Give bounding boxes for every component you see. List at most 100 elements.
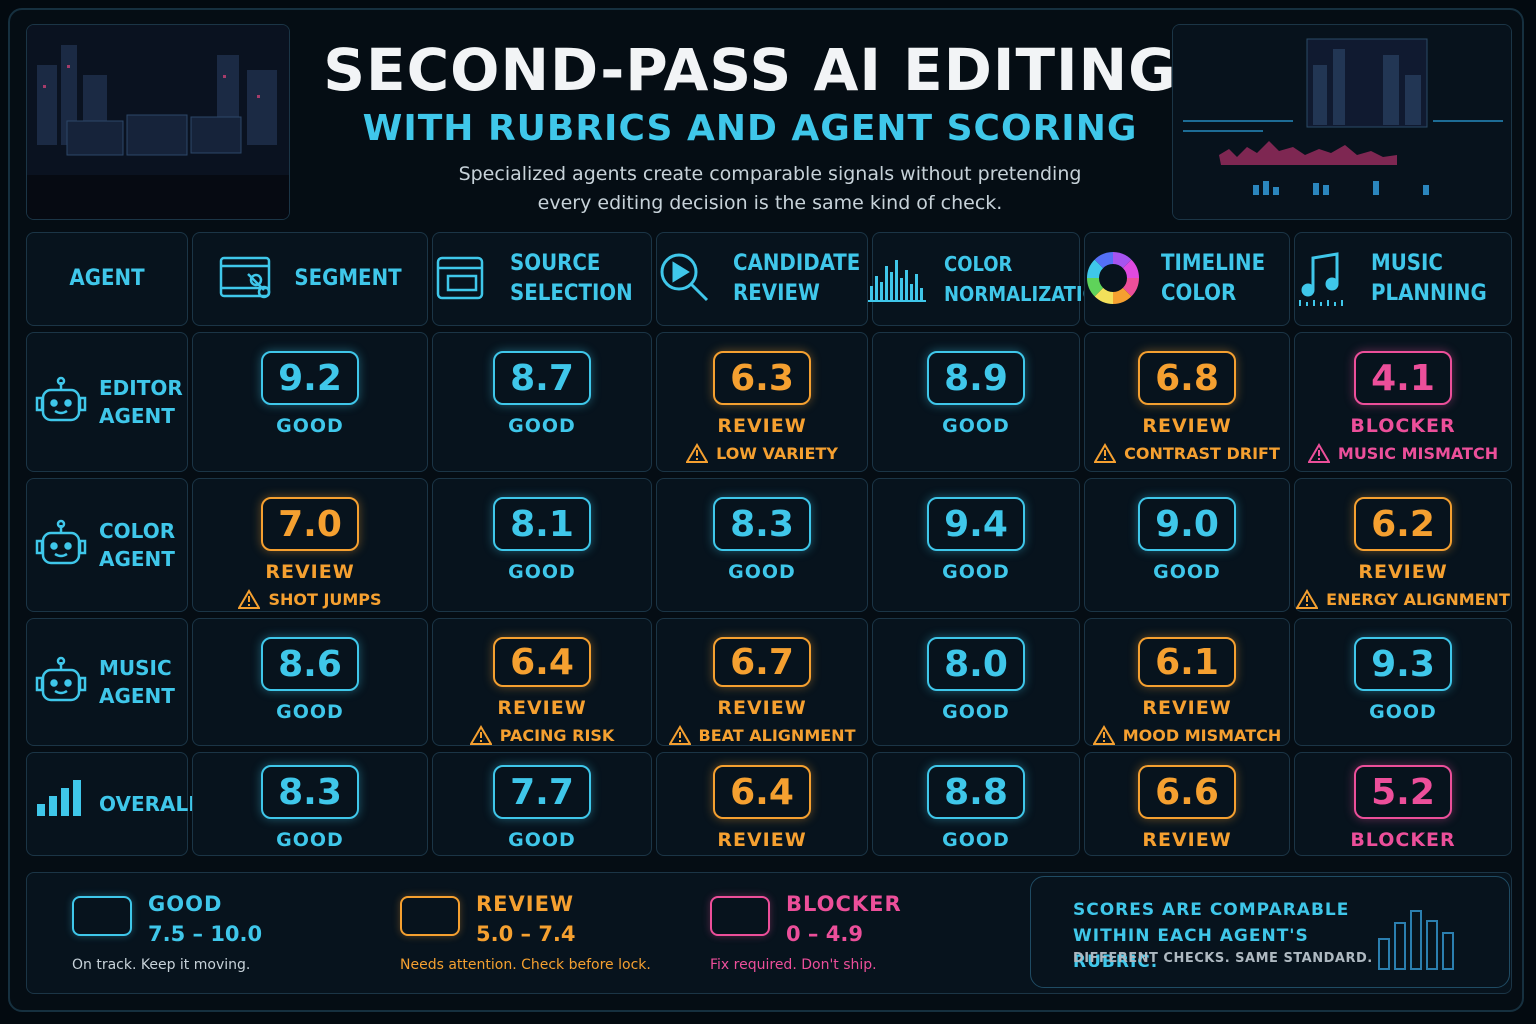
warning-icon bbox=[686, 443, 709, 463]
warning-text: BEAT ALIGNMENT bbox=[698, 725, 856, 745]
score-cell: 6.4 REVIEW bbox=[656, 752, 868, 856]
footer-note-line2: DIFFERENT CHECKS. SAME STANDARD. bbox=[1073, 951, 1373, 966]
status-label: REVIEW bbox=[717, 829, 807, 851]
warning-icon bbox=[238, 589, 261, 609]
column-header: CANDIDATE REVIEW bbox=[656, 232, 868, 326]
agent-icon-svg bbox=[35, 656, 87, 702]
legend-description: Needs attention. Check before lock. bbox=[400, 957, 651, 973]
score-cell: 4.1 BLOCKER MUSIC MISMATCH bbox=[1294, 332, 1512, 472]
score-cell: 6.4 REVIEW PACING RISK bbox=[432, 618, 652, 746]
column-icon-svg bbox=[436, 256, 484, 300]
status-label: REVIEW bbox=[1142, 697, 1232, 719]
warning-text: LOW VARIETY bbox=[716, 443, 838, 463]
column-icon-svg bbox=[1299, 252, 1343, 306]
legend-swatch bbox=[72, 896, 132, 936]
agent-icon-svg bbox=[37, 780, 81, 816]
row-label: COLOR AGENT bbox=[99, 519, 176, 571]
column-icon bbox=[868, 250, 926, 308]
row-label: MUSIC AGENT bbox=[99, 656, 175, 708]
column-label: MUSIC PLANNING bbox=[1371, 251, 1487, 306]
status-label: REVIEW bbox=[265, 561, 355, 583]
score-badge: 4.1 bbox=[1354, 351, 1452, 405]
studio-image bbox=[26, 24, 290, 220]
footer-note-line1: SCORES ARE COMPARABLE WITHIN EACH AGENT'… bbox=[1073, 900, 1350, 972]
score-badge: 8.6 bbox=[261, 637, 359, 691]
status-label: GOOD bbox=[1369, 701, 1437, 723]
timeline-illustration bbox=[1173, 25, 1511, 219]
warning-text: SHOT JUMPS bbox=[268, 589, 382, 609]
score-cell: 9.4 GOOD bbox=[872, 478, 1080, 612]
status-label: BLOCKER bbox=[1350, 415, 1456, 437]
warning-icon-svg bbox=[1092, 725, 1115, 745]
warning-text: ENERGY ALIGNMENT bbox=[1326, 589, 1510, 609]
description: Specialized agents create comparable sig… bbox=[458, 163, 1082, 214]
warning-icon bbox=[1092, 725, 1115, 745]
legend-range: 5.0 – 7.4 bbox=[476, 922, 576, 946]
score-cell: 7.0 REVIEW SHOT JUMPS bbox=[192, 478, 428, 612]
status-label: GOOD bbox=[508, 829, 576, 851]
warning-text: MUSIC MISMATCH bbox=[1337, 443, 1499, 463]
corner-cell: AGENT bbox=[26, 232, 188, 326]
row-label: EDITOR AGENT bbox=[99, 376, 183, 428]
warning-icon-svg bbox=[1296, 589, 1319, 609]
warning-note: CONTRAST DRIFT bbox=[1094, 443, 1280, 463]
score-badge: 7.0 bbox=[261, 497, 359, 551]
score-cell: 9.3 GOOD bbox=[1294, 618, 1512, 746]
score-badge: 9.4 bbox=[927, 497, 1025, 551]
status-label: REVIEW bbox=[717, 697, 807, 719]
score-cell: 7.7 GOOD bbox=[432, 752, 652, 856]
status-label: GOOD bbox=[942, 561, 1010, 583]
warning-icon bbox=[469, 725, 492, 745]
status-label: REVIEW bbox=[1358, 561, 1448, 583]
score-badge: 6.6 bbox=[1138, 765, 1236, 819]
warning-note: LOW VARIETY bbox=[686, 443, 838, 463]
column-header: SOURCE SELECTION bbox=[432, 232, 652, 326]
corner-label: AGENT bbox=[69, 266, 145, 291]
score-cell: 6.8 REVIEW CONTRAST DRIFT bbox=[1084, 332, 1290, 472]
status-label: REVIEW bbox=[497, 697, 587, 719]
title: SECOND-PASS AI EDITING bbox=[323, 36, 1177, 104]
agent-icon bbox=[35, 778, 87, 830]
row-label: OVERALL bbox=[99, 792, 201, 816]
status-label: GOOD bbox=[942, 701, 1010, 723]
score-badge: 9.0 bbox=[1138, 497, 1236, 551]
timeline-image bbox=[1172, 24, 1512, 220]
score-cell: 9.2 GOOD bbox=[192, 332, 428, 472]
legend-swatch bbox=[400, 896, 460, 936]
column-label: SEGMENT bbox=[294, 266, 402, 291]
status-label: GOOD bbox=[942, 415, 1010, 437]
column-label: CANDIDATE REVIEW bbox=[733, 251, 861, 306]
score-badge: 8.3 bbox=[261, 765, 359, 819]
score-cell: 8.3 GOOD bbox=[192, 752, 428, 856]
score-badge: 6.1 bbox=[1138, 637, 1236, 687]
subtitle: WITH RUBRICS AND AGENT SCORING bbox=[362, 108, 1138, 149]
score-cell: 8.0 GOOD bbox=[872, 618, 1080, 746]
score-badge: 9.3 bbox=[1354, 637, 1452, 691]
score-badge: 8.8 bbox=[927, 765, 1025, 819]
column-icon-svg bbox=[660, 253, 709, 302]
column-icon bbox=[657, 250, 715, 308]
warning-note: MUSIC MISMATCH bbox=[1307, 443, 1499, 463]
score-badge: 7.7 bbox=[493, 765, 591, 819]
score-cell: 8.8 GOOD bbox=[872, 752, 1080, 856]
status-label: GOOD bbox=[276, 415, 344, 437]
warning-note: MOOD MISMATCH bbox=[1092, 725, 1281, 745]
column-header: MUSIC PLANNING bbox=[1294, 232, 1512, 326]
column-label: COLOR NORMALIZATION bbox=[944, 252, 1113, 306]
warning-note: SHOT JUMPS bbox=[238, 589, 382, 609]
warning-icon-svg bbox=[1307, 443, 1330, 463]
status-label: GOOD bbox=[276, 701, 344, 723]
status-label: GOOD bbox=[508, 415, 576, 437]
column-icon-svg bbox=[868, 260, 926, 302]
column-icon bbox=[218, 250, 276, 308]
warning-text: CONTRAST DRIFT bbox=[1124, 443, 1280, 463]
score-cell: 8.9 GOOD bbox=[872, 332, 1080, 472]
score-cell: 8.6 GOOD bbox=[192, 618, 428, 746]
column-icon bbox=[1295, 250, 1353, 308]
column-icon-svg bbox=[220, 256, 271, 299]
score-cell: 5.2 BLOCKER bbox=[1294, 752, 1512, 856]
legend-range: 7.5 – 10.0 bbox=[148, 922, 263, 946]
score-badge: 8.1 bbox=[493, 497, 591, 551]
warning-note: ENERGY ALIGNMENT bbox=[1296, 589, 1510, 609]
column-header: TIMELINE COLOR bbox=[1084, 232, 1290, 326]
